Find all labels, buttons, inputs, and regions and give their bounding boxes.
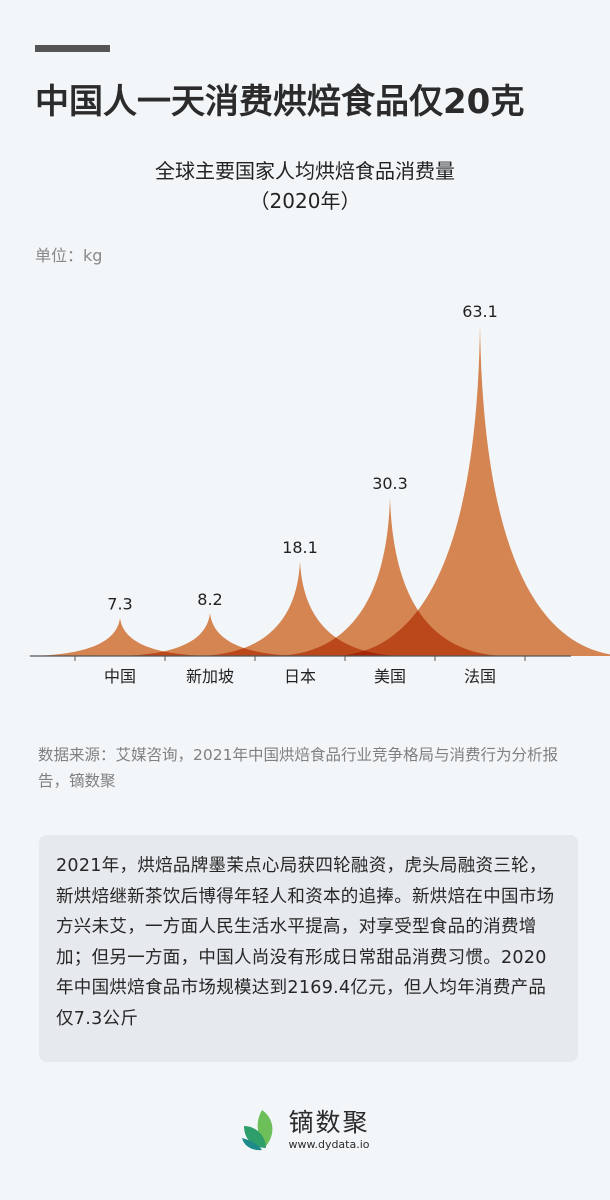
unit-label: 单位：kg [35, 246, 103, 265]
value-label: 63.1 [462, 302, 498, 321]
leaf-logo-icon [242, 1110, 273, 1151]
peak-3 [271, 497, 509, 656]
category-labels: 中国 新加坡 日本 美国 法国 [104, 667, 496, 686]
value-label: 7.3 [107, 595, 132, 614]
x-axis-ticks [74, 656, 526, 661]
chart-title-line2: （2020年） [249, 189, 361, 213]
value-labels: 7.3 8.2 18.1 30.3 63.1 [107, 302, 498, 614]
data-source: 数据来源：艾媒咨询，2021年中国烘焙食品行业竞争格局与消费行为分析报告，镝数聚 [38, 746, 558, 790]
peak-1 [112, 612, 308, 656]
summary-text: 2021年，烘焙品牌墨茉点心局获四轮融资，虎头局融资三轮，新烘焙继新茶饮后博得年… [56, 856, 555, 1029]
chart-title-line1: 全球主要国家人均烘焙食品消费量 [155, 159, 455, 183]
value-label: 30.3 [372, 474, 408, 493]
summary-box: 2021年，烘焙品牌墨茉点心局获四轮融资，虎头局融资三轮，新烘焙继新茶饮后博得年… [39, 835, 578, 1062]
category-label: 美国 [374, 667, 406, 686]
category-label: 日本 [284, 667, 316, 686]
value-label: 8.2 [197, 590, 222, 609]
peak-chart: 7.3 8.2 18.1 30.3 63.1 中国 新加坡 日本 美国 法国 [23, 302, 610, 686]
brand-url: www.dydata.io [288, 1138, 370, 1151]
page-title: 中国人一天消费烘焙食品仅20克 [35, 82, 525, 122]
brand-name: 镝数聚 [288, 1108, 370, 1137]
value-label: 18.1 [282, 538, 318, 557]
peak-2 [192, 561, 408, 656]
chart-title: 全球主要国家人均烘焙食品消费量 （2020年） [0, 156, 610, 216]
peak-4 [330, 325, 610, 656]
title-accent-bar [35, 45, 110, 52]
peak-0 [23, 617, 217, 656]
category-label: 新加坡 [186, 667, 234, 686]
category-label: 中国 [104, 667, 136, 686]
category-label: 法国 [464, 667, 496, 686]
peak-areas [23, 325, 610, 656]
footer-logo: 镝数聚 www.dydata.io [0, 1108, 610, 1152]
